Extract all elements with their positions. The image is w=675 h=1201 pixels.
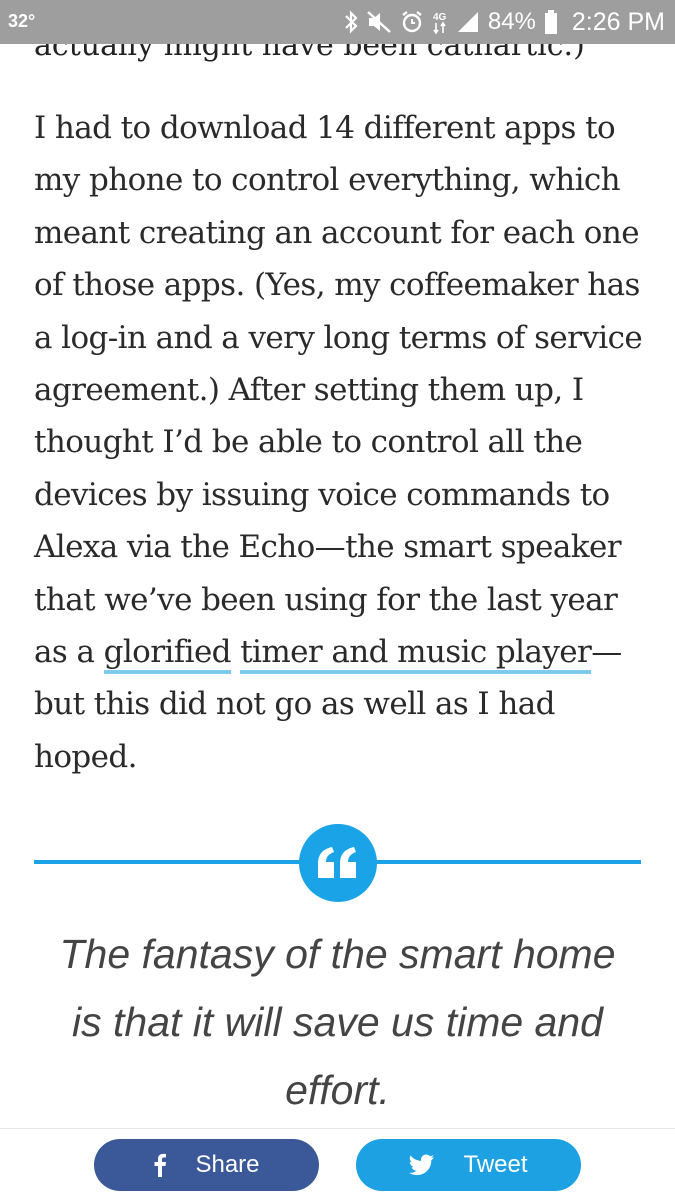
alarm-icon bbox=[400, 8, 424, 36]
facebook-share-button[interactable]: Share bbox=[94, 1139, 319, 1191]
link-timer-and-music-player[interactable]: timer and music player bbox=[240, 634, 592, 675]
battery-percent: 84% bbox=[487, 8, 536, 35]
facebook-icon bbox=[153, 1153, 167, 1177]
paragraph-text: I had to download 14 different apps to m… bbox=[34, 110, 643, 671]
status-bar: 32° 4G 84% 2:26 PM bbox=[0, 0, 675, 44]
mute-vibrate-icon bbox=[366, 8, 392, 36]
temperature-indicator: 32° bbox=[8, 11, 36, 31]
pull-quote-text: The fantasy of the smart home is that it… bbox=[59, 931, 616, 1113]
link-glorified[interactable]: glorified bbox=[103, 634, 232, 675]
svg-text:4G: 4G bbox=[433, 12, 447, 23]
tweet-label: Tweet bbox=[463, 1151, 528, 1178]
article-paragraph: I had to download 14 different apps to m… bbox=[34, 102, 644, 783]
bluetooth-icon bbox=[344, 8, 358, 36]
signal-icon bbox=[456, 8, 480, 36]
status-icons: 4G 84% 2:26 PM bbox=[344, 6, 665, 38]
share-label: Share bbox=[195, 1151, 260, 1178]
twitter-icon bbox=[409, 1154, 435, 1176]
tweet-button[interactable]: Tweet bbox=[356, 1139, 581, 1191]
data-4g-icon: 4G bbox=[432, 8, 448, 36]
paragraph-text-end: — but this did not go as well as I had h… bbox=[34, 634, 622, 775]
clock: 2:26 PM bbox=[571, 7, 665, 36]
battery-icon bbox=[544, 8, 558, 36]
previous-paragraph-cutoff: actually might have been cathartic.) bbox=[34, 28, 585, 63]
quote-icon bbox=[299, 824, 377, 902]
share-bar: Share Tweet bbox=[0, 1128, 675, 1201]
link-space bbox=[231, 634, 240, 670]
